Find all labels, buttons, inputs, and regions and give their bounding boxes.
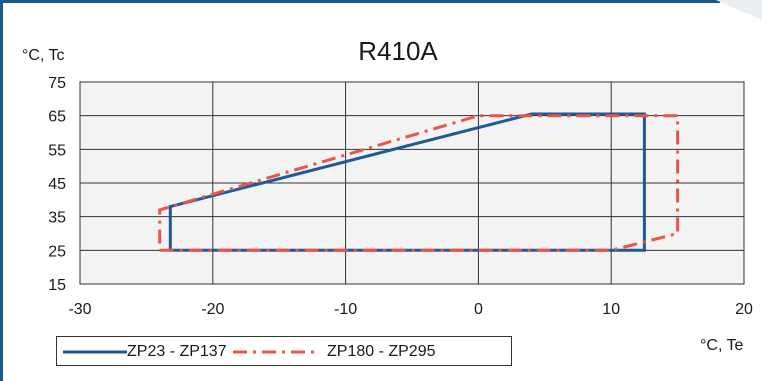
y-tick-label: 65 bbox=[48, 109, 66, 126]
x-tick-label: -20 bbox=[201, 301, 224, 318]
frame-left-border bbox=[0, 0, 3, 381]
frame-top-border bbox=[0, 0, 720, 3]
x-tick-label: 20 bbox=[735, 301, 753, 318]
x-tick-label: 10 bbox=[602, 301, 620, 318]
chart-title: R410A bbox=[358, 36, 438, 66]
y-tick-labels: 15 25 35 45 55 65 75 bbox=[48, 75, 66, 294]
y-tick-label: 45 bbox=[48, 176, 66, 193]
y-axis-label: °C, Tc bbox=[22, 47, 65, 64]
legend-swatch-solid bbox=[63, 350, 127, 354]
x-tick-label: 0 bbox=[474, 301, 483, 318]
legend-item-zp180: ZP180 - ZP295 bbox=[233, 342, 436, 362]
corner-decoration bbox=[716, 0, 762, 20]
legend-label-zp23: ZP23 - ZP137 bbox=[127, 343, 227, 360]
series-group bbox=[158, 112, 680, 252]
x-tick-label: -10 bbox=[334, 301, 357, 318]
x-axis-label: °C, Te bbox=[700, 337, 744, 354]
legend-swatch-dashdot bbox=[233, 350, 319, 354]
x-tick-label: -30 bbox=[68, 301, 91, 318]
legend-item-zp23: ZP23 - ZP137 bbox=[63, 342, 227, 362]
series-line-zp23-zp137 bbox=[168, 112, 646, 252]
legend: ZP23 - ZP137 ZP180 - ZP295 bbox=[56, 336, 512, 366]
y-tick-label: 75 bbox=[48, 75, 66, 92]
x-tick-labels: -30 -20 -10 0 10 20 bbox=[68, 301, 753, 318]
y-tick-label: 55 bbox=[48, 142, 66, 159]
series-line-zp180-zp295 bbox=[158, 114, 680, 252]
y-tick-label: 15 bbox=[48, 277, 66, 294]
legend-label-zp180: ZP180 - ZP295 bbox=[327, 343, 436, 360]
y-tick-label: 35 bbox=[48, 210, 66, 227]
y-tick-label: 25 bbox=[48, 243, 66, 260]
